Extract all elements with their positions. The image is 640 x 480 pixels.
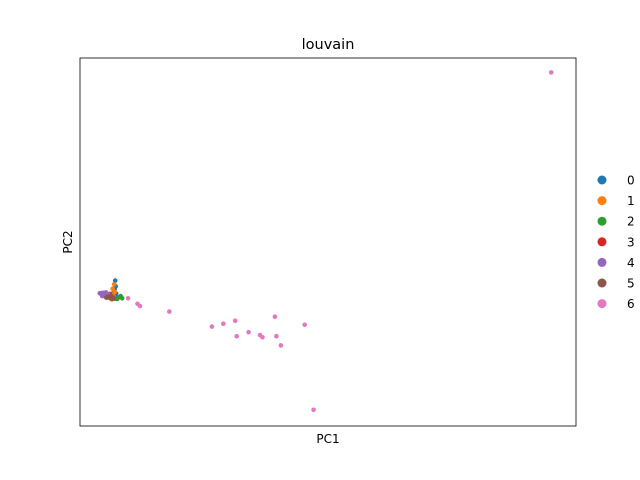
point-6-14 xyxy=(278,343,284,348)
points-layer xyxy=(97,70,554,413)
legend-marker-2 xyxy=(597,216,607,226)
point-6-12 xyxy=(272,314,278,320)
series-5 xyxy=(104,293,117,302)
point-4-8 xyxy=(102,291,108,296)
legend-marker-1 xyxy=(597,196,607,206)
point-1-0 xyxy=(111,282,117,287)
point-6-1 xyxy=(125,296,131,301)
x-axis-label: PC1 xyxy=(316,432,339,446)
point-6-5 xyxy=(209,324,215,329)
legend-item-4: 4 xyxy=(597,256,635,270)
legend-label-2: 2 xyxy=(627,215,635,229)
legend-item-6: 6 xyxy=(597,297,635,311)
point-6-7 xyxy=(232,318,238,324)
y-axis-label: PC2 xyxy=(61,230,75,253)
legend-label-1: 1 xyxy=(627,194,635,208)
point-6-0 xyxy=(548,70,554,75)
point-6-11 xyxy=(260,335,265,340)
legend-label-6: 6 xyxy=(627,297,635,311)
legend-item-0: 0 xyxy=(597,174,635,188)
legend-marker-4 xyxy=(597,257,607,267)
point-6-6 xyxy=(221,321,226,327)
point-6-8 xyxy=(234,333,239,339)
plot-frame xyxy=(79,57,577,427)
legend-item-2: 2 xyxy=(597,215,635,229)
legend-marker-3 xyxy=(597,237,607,247)
point-6-13 xyxy=(274,333,279,339)
point-1-1 xyxy=(110,286,115,292)
point-0-0 xyxy=(112,278,118,283)
legend-label-0: 0 xyxy=(627,174,635,188)
point-5-4 xyxy=(111,296,117,302)
point-6-9 xyxy=(246,329,251,335)
point-6-16 xyxy=(311,407,316,413)
point-6-3 xyxy=(137,303,143,309)
point-6-15 xyxy=(302,322,308,328)
point-5-3 xyxy=(104,295,109,300)
legend-marker-6 xyxy=(597,299,607,309)
legend-label-4: 4 xyxy=(627,256,635,270)
legend-item-1: 1 xyxy=(597,194,635,208)
series-6 xyxy=(125,70,554,413)
point-5-5 xyxy=(108,293,114,299)
chart-title: louvain xyxy=(302,37,355,53)
legend-label-3: 3 xyxy=(627,235,635,249)
legend: 0 1 2 3 4 5 6 xyxy=(597,174,635,311)
legend-marker-5 xyxy=(597,278,607,288)
legend-marker-0 xyxy=(597,175,607,185)
point-1-2 xyxy=(112,289,117,295)
point-6-4 xyxy=(167,309,172,314)
point-4-7 xyxy=(97,290,103,296)
legend-item-5: 5 xyxy=(597,277,635,291)
point-2-3 xyxy=(118,293,123,299)
legend-label-5: 5 xyxy=(627,277,635,291)
legend-item-3: 3 xyxy=(597,235,635,249)
